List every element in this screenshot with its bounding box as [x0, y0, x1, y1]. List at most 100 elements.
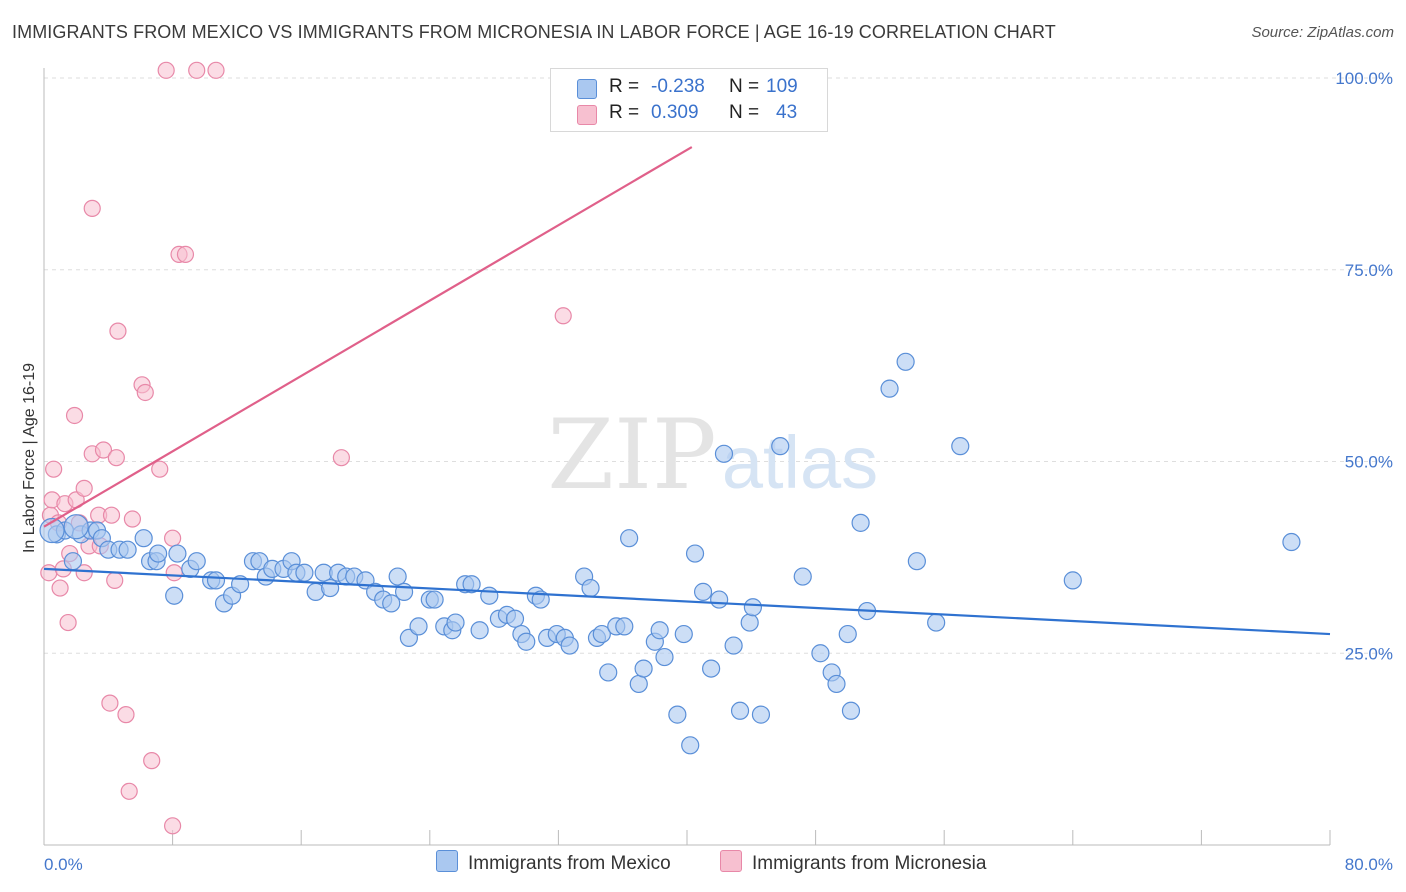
mexico-point — [951, 437, 970, 456]
legend-n-label: N = — [729, 76, 760, 97]
mexico-point — [382, 594, 401, 613]
legend-r-label: R = — [609, 102, 640, 123]
mexico-point — [629, 674, 648, 694]
micronesia-point — [102, 506, 121, 524]
legend-r-label: R = — [609, 76, 640, 97]
bottom-legend-label-mexico: Immigrants from Mexico — [468, 853, 671, 874]
mexico-point — [751, 705, 771, 724]
mexico-point — [827, 674, 846, 694]
mexico-point — [620, 529, 639, 548]
mexico-point — [118, 540, 137, 559]
mexico-point — [724, 636, 743, 655]
micronesia-point — [165, 564, 183, 582]
chart-title: IMMIGRANTS FROM MEXICO VS IMMIGRANTS FRO… — [12, 22, 1056, 42]
legend-row-micronesia: R = 0.309 N = 43 — [551, 101, 827, 127]
mexico-point — [388, 567, 407, 586]
mexico-point — [599, 663, 618, 682]
mexico-point — [615, 617, 634, 636]
mexico-point — [409, 617, 428, 636]
micronesia-point — [176, 245, 195, 264]
mexico-point — [581, 578, 600, 598]
mexico-point — [134, 529, 153, 548]
micronesia-point — [75, 479, 93, 497]
mexico-point — [295, 563, 314, 582]
micronesia-point — [59, 613, 77, 632]
mexico-point — [927, 613, 946, 632]
micronesia-point — [117, 706, 135, 724]
bottom-legend-label-micronesia: Immigrants from Micronesia — [752, 853, 987, 874]
mexico-point — [63, 552, 83, 571]
source-credit: Source: ZipAtlas.com — [1251, 24, 1394, 41]
mexico-point — [880, 379, 899, 398]
mexico-point — [838, 624, 857, 644]
mexico-point — [517, 632, 536, 651]
mexico-point — [702, 659, 721, 678]
micronesia-point — [83, 199, 101, 217]
micronesia-point — [188, 61, 206, 79]
mexico-point — [811, 644, 830, 663]
mexico-point — [674, 624, 693, 644]
mexico-point — [187, 552, 206, 571]
micronesia-point — [164, 817, 182, 835]
mexico-point — [743, 598, 763, 617]
y-tick-label: 75.0% — [1345, 261, 1393, 280]
micronesia-point — [151, 460, 169, 478]
mexico-point — [446, 613, 465, 632]
mexico-point — [907, 552, 926, 571]
mexico-point — [634, 659, 653, 678]
mexico-trend-line — [43, 567, 1331, 636]
mexico-point — [1282, 532, 1301, 552]
mexico-point — [480, 586, 499, 605]
mexico-point — [206, 571, 226, 590]
mexico-point — [841, 701, 861, 720]
micronesia-point — [332, 449, 350, 467]
mexico-point — [425, 590, 444, 609]
mexico-point — [710, 590, 729, 609]
mexico-point — [714, 444, 734, 463]
micronesia-point — [120, 782, 138, 800]
mexico-point — [681, 736, 700, 755]
mexico-point — [668, 705, 687, 724]
legend-swatch-mexico — [577, 79, 597, 99]
trend-lines — [43, 146, 1331, 636]
mexico-point — [560, 636, 579, 655]
bottom-legend-swatch-mexico — [436, 850, 458, 872]
x-tick-label: 80.0% — [1345, 855, 1393, 874]
mexico-point — [851, 513, 870, 532]
mexico-point — [771, 437, 790, 456]
micronesia-point — [75, 564, 93, 582]
watermark-atlas: atlas — [722, 421, 878, 504]
mexico-point — [168, 544, 187, 563]
mexico-point — [740, 613, 759, 632]
y-tick-label: 100.0% — [1335, 69, 1393, 88]
mexico-point — [730, 701, 750, 720]
legend-row-mexico: R = -0.238 N = 109 — [551, 75, 827, 101]
micronesia-point — [157, 61, 175, 79]
x-tick-label: 0.0% — [44, 855, 83, 874]
bottom-legend-mexico[interactable]: Immigrants from Mexico — [436, 850, 671, 875]
legend-n-label: N = — [729, 102, 760, 123]
micronesia-point — [94, 441, 113, 459]
mexico-point — [470, 621, 489, 640]
micronesia-point — [123, 510, 142, 528]
micronesia-point — [40, 564, 58, 582]
series-mexico-points — [39, 352, 1301, 755]
micronesia-point — [65, 406, 84, 425]
legend-r-value: -0.238 — [651, 76, 705, 97]
mexico-point — [896, 352, 915, 371]
micronesia-point — [143, 752, 161, 770]
tick-labels: 25.0% 50.0% 75.0% 100.0% 0.0% 80.0% — [44, 69, 1393, 874]
legend-n-value: 43 — [776, 102, 798, 123]
mexico-point — [505, 609, 525, 628]
gridlines — [44, 77, 1392, 654]
correlation-legend: R = -0.238 N = 109 R = 0.309 N = 43 — [550, 68, 828, 132]
mexico-point — [793, 567, 812, 586]
mexico-point — [655, 647, 674, 667]
bottom-legend-swatch-micronesia — [720, 850, 742, 872]
mexico-point — [592, 624, 611, 644]
micronesia-point — [106, 571, 124, 589]
mexico-point — [685, 544, 705, 563]
legend-swatch-micronesia — [577, 105, 597, 125]
bottom-legend-micronesia[interactable]: Immigrants from Micronesia — [720, 850, 986, 875]
